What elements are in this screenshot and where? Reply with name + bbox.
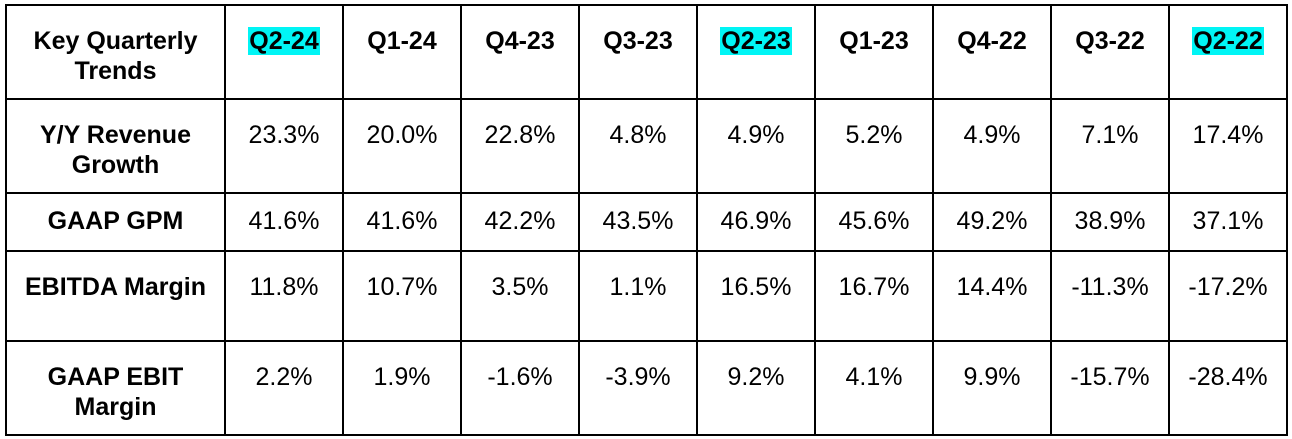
table-cell: 46.9% [696,192,816,252]
table-cell: 41.6% [342,192,462,252]
table-cell: 38.9% [1050,192,1170,252]
column-header-q2-24: Q2-24 [224,4,344,100]
column-header-q3-23: Q3-23 [578,4,698,100]
table-cell: -28.4% [1168,340,1288,436]
table-cell: 23.3% [224,98,344,194]
table-row-revenue-growth: Y/Y Revenue Growth 23.3% 20.0% 22.8% 4.8… [5,98,1288,194]
column-header-label: Q2-22 [1192,27,1264,55]
row-label: GAAP EBIT Margin [5,340,226,436]
table-cell: -17.2% [1168,250,1288,342]
column-header-q1-23: Q1-23 [814,4,934,100]
table-cell: 2.2% [224,340,344,436]
column-header-label: Q2-24 [248,27,320,55]
column-header-label: Q1-23 [839,27,909,55]
table-cell: 41.6% [224,192,344,252]
row-label: Y/Y Revenue Growth [5,98,226,194]
table-row-gaap-ebit-margin: GAAP EBIT Margin 2.2% 1.9% -1.6% -3.9% 9… [5,340,1288,436]
table-cell: 7.1% [1050,98,1170,194]
table-row-gaap-gpm: GAAP GPM 41.6% 41.6% 42.2% 43.5% 46.9% 4… [5,192,1288,252]
table-cell: 5.2% [814,98,934,194]
table-cell: 42.2% [460,192,580,252]
table-cell: 4.1% [814,340,934,436]
table-cell: 4.9% [932,98,1052,194]
table-cell: 43.5% [578,192,698,252]
table-cell: 16.7% [814,250,934,342]
table-cell: -1.6% [460,340,580,436]
table-cell: -11.3% [1050,250,1170,342]
column-header-q4-23: Q4-23 [460,4,580,100]
corner-header-cell: Key Quarterly Trends [5,4,226,100]
table-cell: 37.1% [1168,192,1288,252]
column-header-label: Q4-23 [485,27,555,55]
header-row: Key Quarterly Trends Q2-24 Q1-24 Q4-23 Q… [5,4,1288,100]
column-header-label: Q2-23 [720,27,792,55]
corner-header-label: Key Quarterly Trends [33,27,198,85]
row-label: EBITDA Margin [5,250,226,342]
column-header-q4-22: Q4-22 [932,4,1052,100]
column-header-q2-23: Q2-23 [696,4,816,100]
table-cell: 3.5% [460,250,580,342]
table-cell: 49.2% [932,192,1052,252]
column-header-q2-22: Q2-22 [1168,4,1288,100]
column-header-label: Q3-23 [603,27,673,55]
quarterly-trends-table-container: Key Quarterly Trends Q2-24 Q1-24 Q4-23 Q… [5,4,1288,436]
row-label: GAAP GPM [5,192,226,252]
table-cell: 10.7% [342,250,462,342]
table-cell: -15.7% [1050,340,1170,436]
table-cell: 20.0% [342,98,462,194]
column-header-q1-24: Q1-24 [342,4,462,100]
table-cell: 45.6% [814,192,934,252]
table-cell: 1.1% [578,250,698,342]
column-header-label: Q1-24 [367,27,437,55]
column-header-label: Q4-22 [957,27,1027,55]
table-cell: 22.8% [460,98,580,194]
column-header-q3-22: Q3-22 [1050,4,1170,100]
table-cell: 1.9% [342,340,462,436]
table-cell: 4.8% [578,98,698,194]
table-cell: 16.5% [696,250,816,342]
table-cell: 9.2% [696,340,816,436]
quarterly-trends-table: Key Quarterly Trends Q2-24 Q1-24 Q4-23 Q… [5,4,1288,436]
table-cell: 14.4% [932,250,1052,342]
table-cell: 17.4% [1168,98,1288,194]
table-cell: 9.9% [932,340,1052,436]
table-cell: -3.9% [578,340,698,436]
column-header-label: Q3-22 [1075,27,1145,55]
table-cell: 11.8% [224,250,344,342]
table-cell: 4.9% [696,98,816,194]
table-row-ebitda-margin: EBITDA Margin 11.8% 10.7% 3.5% 1.1% 16.5… [5,250,1288,342]
